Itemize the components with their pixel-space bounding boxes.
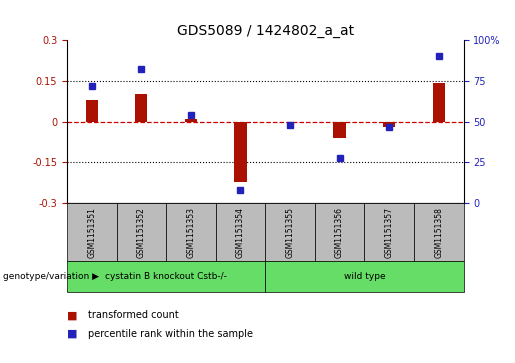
Text: percentile rank within the sample: percentile rank within the sample <box>88 329 252 339</box>
Bar <box>333 122 346 138</box>
Text: GSM1151354: GSM1151354 <box>236 207 245 258</box>
Text: GSM1151353: GSM1151353 <box>186 207 195 258</box>
Bar <box>85 100 98 122</box>
Text: GSM1151356: GSM1151356 <box>335 207 344 258</box>
Bar <box>234 122 247 182</box>
Text: ■: ■ <box>67 329 77 339</box>
Text: wild type: wild type <box>344 272 385 281</box>
Bar <box>185 119 197 122</box>
Bar <box>135 94 147 122</box>
Text: GSM1151355: GSM1151355 <box>285 207 295 258</box>
Text: genotype/variation ▶: genotype/variation ▶ <box>3 272 98 281</box>
Text: cystatin B knockout Cstb-/-: cystatin B knockout Cstb-/- <box>105 272 227 281</box>
Text: GSM1151352: GSM1151352 <box>137 207 146 258</box>
Text: GSM1151351: GSM1151351 <box>87 207 96 258</box>
Bar <box>383 122 396 127</box>
Title: GDS5089 / 1424802_a_at: GDS5089 / 1424802_a_at <box>177 24 354 37</box>
Text: GSM1151358: GSM1151358 <box>434 207 443 258</box>
Text: ■: ■ <box>67 310 77 321</box>
Bar <box>433 83 445 122</box>
Text: transformed count: transformed count <box>88 310 178 321</box>
Text: GSM1151357: GSM1151357 <box>385 207 393 258</box>
